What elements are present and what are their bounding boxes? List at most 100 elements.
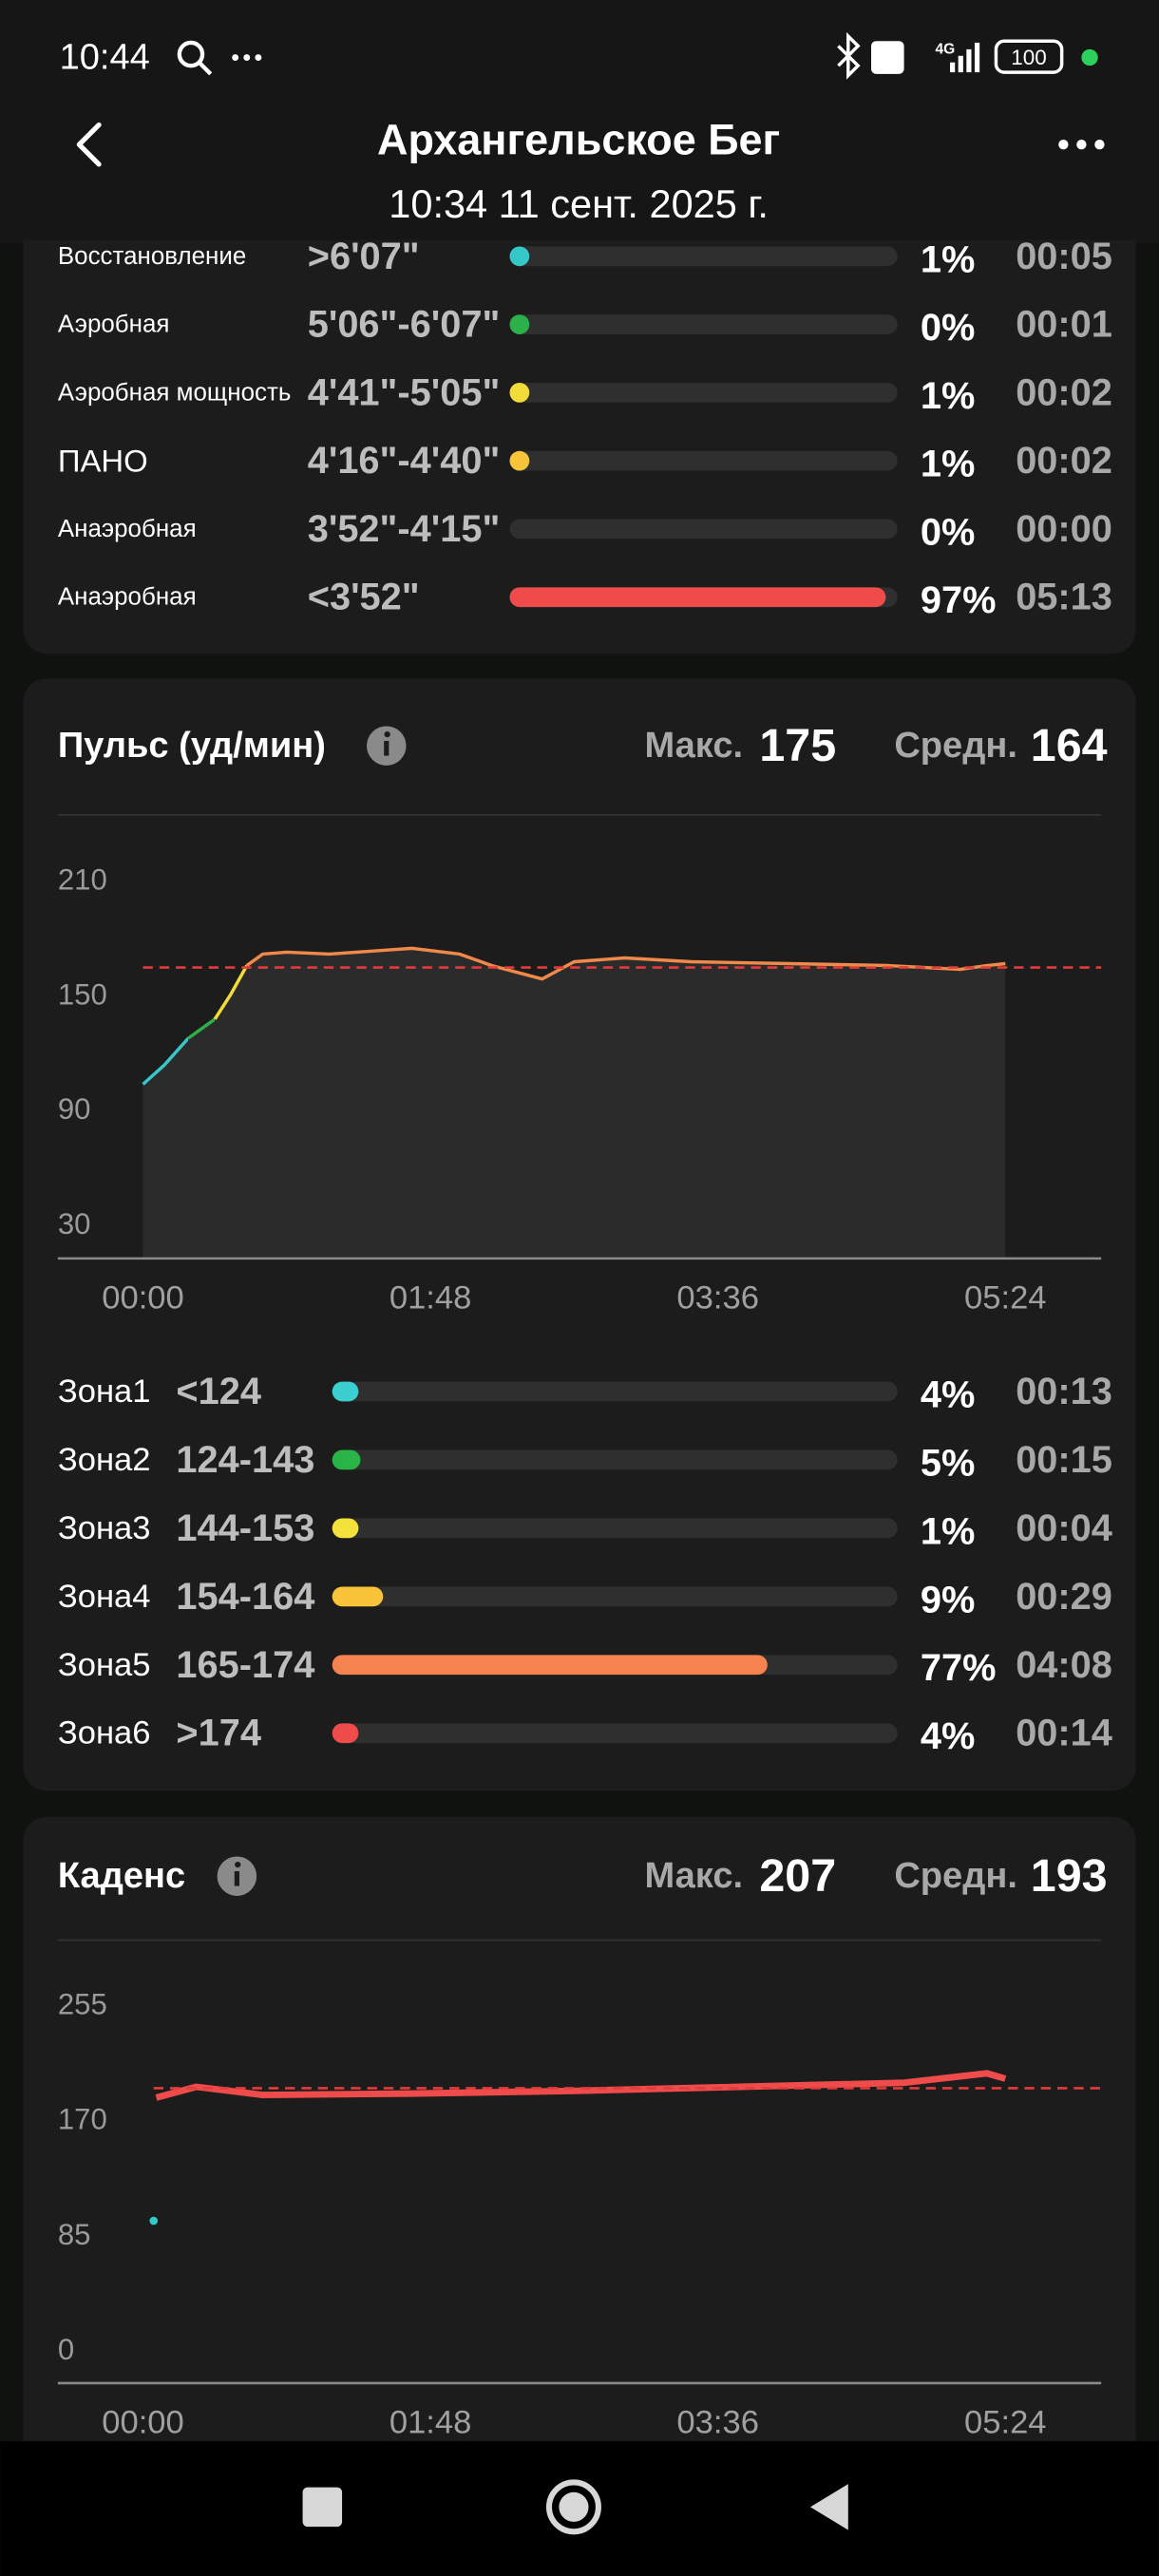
x-tick-label: 00:00 — [102, 2404, 184, 2440]
max-value: 175 — [759, 720, 836, 771]
bar — [332, 1586, 384, 1607]
y-tick-label: 170 — [58, 2103, 107, 2136]
zone-time: 05:13 — [1016, 577, 1112, 618]
zone-range: 154-164 — [176, 1576, 314, 1618]
zone-percent: 0% — [921, 511, 975, 553]
x-tick-label: 05:24 — [964, 1279, 1047, 1316]
zone-range: >174 — [176, 1713, 261, 1754]
content: Восстановление >6'07" 1% 00:05 Аэробная 5'06"… — [58, 236, 1112, 2441]
zone-label: Зона2 — [58, 1442, 151, 1478]
zone-percent: 5% — [921, 1442, 975, 1484]
y-tick-label: 255 — [58, 1988, 107, 2021]
zone-label: Аэробная мощность — [58, 379, 292, 406]
zone-label: Зона1 — [58, 1373, 151, 1410]
zone-range: <124 — [176, 1371, 261, 1412]
clock: 10:44 — [60, 38, 150, 78]
network-label: 4G — [935, 41, 955, 57]
subtitle: 10:34 11 сент. 2025 г. — [389, 181, 769, 226]
avg-value: 164 — [1031, 720, 1108, 771]
zone-percent: 97% — [921, 579, 997, 621]
x-tick-label: 01:48 — [390, 2404, 472, 2440]
zone-range: 5'06"-6'07" — [308, 304, 501, 346]
recents-button[interactable] — [302, 2487, 343, 2528]
bar — [509, 450, 530, 471]
x-tick-label: 05:24 — [964, 2404, 1047, 2440]
zone-time: 00:02 — [1016, 371, 1112, 413]
x-tick-label: 01:48 — [390, 1279, 472, 1316]
zone-range: 3'52"-4'15" — [308, 508, 501, 550]
line — [155, 2070, 1007, 2101]
x-tick-label: 00:00 — [102, 1279, 184, 1316]
bar-track — [332, 1723, 898, 1744]
avg-label: Средн. — [894, 726, 1017, 766]
bar — [509, 314, 530, 334]
zone-range: 165-174 — [176, 1644, 314, 1686]
zone-time: 04:08 — [1016, 1644, 1112, 1686]
zone-label: ПАНО — [58, 444, 148, 479]
area — [246, 948, 1006, 1259]
zone-range: >6'07" — [308, 236, 420, 277]
zone-percent: 9% — [921, 1579, 975, 1620]
zone-percent: 1% — [921, 444, 975, 485]
zone-time: 00:02 — [1016, 440, 1112, 482]
line — [213, 964, 249, 1020]
y-tick-label: 210 — [58, 862, 107, 896]
zone-time: 00:13 — [1016, 1371, 1112, 1412]
y-tick-label: 85 — [58, 2218, 91, 2251]
x-tick-label: 03:36 — [676, 2404, 759, 2440]
volte-icon — [871, 41, 904, 74]
zone-label: Зона6 — [58, 1715, 151, 1752]
bar — [332, 1518, 359, 1539]
y-tick-label: 90 — [58, 1092, 91, 1126]
bar-track — [509, 450, 898, 471]
zone-label: Анаэробная — [58, 516, 197, 542]
pace-card — [23, 197, 1136, 654]
zone-percent: 4% — [921, 1715, 975, 1757]
bar-track — [332, 1449, 898, 1470]
back-nav-button[interactable] — [810, 2484, 848, 2530]
bar-track — [332, 1518, 898, 1539]
line — [142, 1036, 190, 1086]
home-button[interactable] — [545, 2479, 601, 2535]
zone-percent: 77% — [921, 1647, 997, 1689]
info-icon[interactable] — [367, 726, 407, 766]
avg-label: Средн. — [894, 1856, 1017, 1896]
zone-percent: 1% — [921, 375, 975, 417]
zone-percent: 1% — [921, 1510, 975, 1552]
bar-track — [509, 382, 898, 403]
x-tick-label: 03:36 — [676, 1279, 759, 1316]
bar — [509, 382, 530, 403]
area — [188, 1018, 216, 1259]
zone-percent: 0% — [921, 307, 975, 349]
area — [142, 1038, 189, 1259]
bar — [509, 587, 886, 608]
signal-icon — [950, 42, 980, 73]
bar-track — [332, 1586, 898, 1607]
bar — [332, 1655, 768, 1676]
zone-time: 00:29 — [1016, 1576, 1112, 1618]
info-icon[interactable] — [217, 1856, 257, 1896]
zone-time: 00:00 — [1016, 508, 1112, 550]
zone-percent: 4% — [921, 1373, 975, 1415]
card-title: Пульс (уд/мин) — [58, 726, 326, 766]
bar-track — [509, 246, 898, 267]
bar — [332, 1449, 361, 1470]
zone-time: 00:05 — [1016, 236, 1112, 277]
menu-button[interactable] — [1058, 140, 1105, 150]
home-button-dot — [559, 2491, 589, 2522]
max-value: 207 — [759, 1850, 836, 1902]
zone-label: Восстановление — [58, 243, 246, 270]
back-button[interactable] — [76, 122, 102, 167]
max-label: Макс. — [645, 726, 744, 766]
y-tick-label: 0 — [58, 2333, 74, 2366]
y-tick-label: 150 — [58, 977, 107, 1011]
zone-time: 00:15 — [1016, 1439, 1112, 1481]
search-icon-handle — [198, 61, 213, 76]
max-label: Макс. — [645, 1856, 744, 1896]
status-dot — [1081, 48, 1098, 66]
battery-icon — [994, 39, 1064, 74]
title: Архангельское Бег — [377, 116, 780, 164]
bar — [332, 1381, 359, 1402]
cadence-card — [23, 1816, 1136, 2474]
